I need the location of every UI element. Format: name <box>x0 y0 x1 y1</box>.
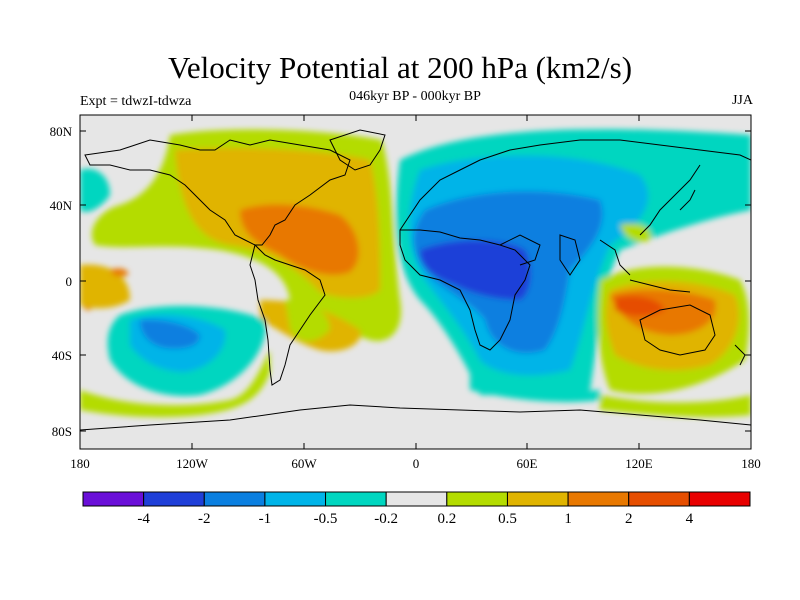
lon-label-120e: 120E <box>625 456 653 471</box>
colorbar-label: -4 <box>137 511 150 527</box>
colorbar-label: -1 <box>259 511 272 527</box>
colorbar-swatch <box>506 491 569 507</box>
map-subtitle: 046kyr BP - 000kyr BP <box>349 89 481 104</box>
colorbar-label: 0.2 <box>437 511 456 527</box>
colorbar-swatch <box>264 491 327 507</box>
lat-label-0: 0 <box>66 274 73 289</box>
coastlines <box>80 129 751 431</box>
lat-label-40s: 40S <box>52 348 72 363</box>
lat-label-40n: 40N <box>50 198 73 213</box>
colorbar-label: 1 <box>564 511 572 527</box>
map-title: Velocity Potential at 200 hPa (km2/s) <box>167 50 633 85</box>
colorbar-label: -0.2 <box>374 511 398 527</box>
lon-label-120w: 120W <box>176 456 209 471</box>
colorbar-swatch <box>628 491 690 507</box>
colorbar-label: 4 <box>686 511 694 527</box>
colorbar-swatch <box>82 491 145 507</box>
lon-label-60e: 60E <box>517 456 538 471</box>
colorbar-swatch <box>203 491 266 507</box>
colorbar-swatch <box>325 491 387 507</box>
colorbar-swatch <box>143 491 205 507</box>
lon-label-180-left: 180 <box>70 456 90 471</box>
contour-field <box>80 115 751 449</box>
colorbar: -4 -2 -1 -0.5 -0.2 0.2 0.5 1 2 4 <box>82 491 751 527</box>
colorbar-label: -2 <box>198 511 211 527</box>
colorbar-label: 2 <box>625 511 633 527</box>
lat-label-80s: 80S <box>52 424 72 439</box>
colorbar-label: -0.5 <box>314 511 338 527</box>
experiment-label: Expt = tdwzI-tdwza <box>80 94 192 109</box>
tick-marks <box>79 115 752 449</box>
colorbar-swatch <box>446 491 508 507</box>
lon-label-180-right: 180 <box>741 456 761 471</box>
colorbar-swatch <box>567 491 630 507</box>
colorbar-label: 0.5 <box>498 511 517 527</box>
lon-label-60w: 60W <box>291 456 317 471</box>
colorbar-swatch <box>688 491 751 507</box>
lat-label-80n: 80N <box>50 124 73 139</box>
season-label: JJA <box>731 93 753 108</box>
colorbar-swatch <box>385 491 448 507</box>
lon-label-0: 0 <box>413 456 420 471</box>
